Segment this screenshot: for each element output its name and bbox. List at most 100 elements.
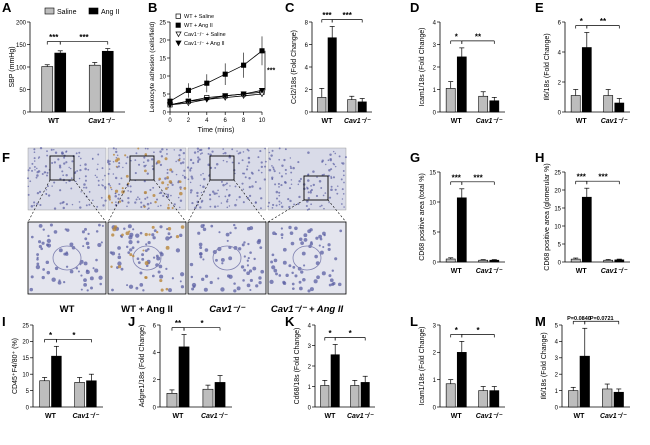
inset-box: [209, 155, 235, 181]
nucleus: [121, 200, 124, 203]
nucleus: [115, 201, 117, 204]
nucleus: [146, 172, 149, 175]
nucleus: [275, 204, 278, 207]
nucleus: [227, 194, 231, 197]
nucleus: [340, 203, 343, 205]
nucleus: [170, 194, 172, 197]
nucleus: [51, 185, 53, 187]
nucleus: [290, 183, 293, 186]
nucleus: [63, 252, 67, 256]
nucleus: [231, 148, 234, 151]
bar-angii: [101, 50, 114, 113]
bar-angii: [330, 354, 340, 408]
cd68-stain: [183, 186, 187, 190]
nucleus: [283, 158, 286, 162]
nucleus: [115, 150, 118, 154]
nucleus: [129, 248, 133, 252]
nucleus: [207, 147, 211, 150]
significance-label: ***: [267, 68, 275, 75]
bar-angii: [489, 259, 500, 263]
nucleus: [278, 274, 282, 277]
nucleus: [225, 232, 230, 237]
x-tick-label: WT: [451, 118, 463, 125]
nucleus: [181, 161, 185, 164]
nucleus: [189, 262, 194, 267]
nucleus: [166, 228, 169, 231]
nucleus: [298, 195, 301, 199]
nucleus: [149, 202, 152, 205]
nucleus: [69, 242, 74, 247]
nucleus: [46, 185, 49, 188]
significance-label: *: [72, 331, 76, 340]
cd68-stain: [125, 174, 129, 178]
nucleus: [167, 186, 169, 189]
nucleus: [120, 177, 123, 180]
nucleus: [45, 260, 50, 265]
y-tick-label: 3: [433, 43, 437, 49]
nucleus: [37, 170, 41, 173]
nucleus: [112, 147, 115, 150]
panel-letter-a: A: [2, 0, 12, 15]
nucleus: [162, 194, 165, 198]
nucleus: [152, 236, 156, 240]
nucleus: [237, 152, 240, 155]
nucleus: [260, 161, 263, 164]
cd68-stain: [143, 205, 146, 208]
cd68-stain: [175, 235, 180, 239]
y-tick-label: 2: [433, 351, 437, 357]
cd68-stain: [151, 225, 155, 229]
nucleus: [259, 246, 263, 250]
nucleus: [330, 185, 333, 188]
nucleus: [128, 240, 133, 245]
data-point: [240, 91, 247, 98]
cd68-stain: [166, 176, 169, 179]
nucleus: [342, 193, 345, 195]
nucleus: [126, 284, 129, 287]
nucleus: [87, 232, 90, 235]
nucleus: [323, 207, 325, 210]
nucleus: [202, 258, 205, 261]
legend-swatch: [44, 7, 55, 15]
nucleus: [327, 247, 331, 251]
nucleus: [226, 206, 229, 209]
cd68-stain: [179, 191, 183, 196]
nucleus: [271, 149, 274, 152]
nucleus: [209, 205, 212, 208]
nucleus: [343, 206, 345, 208]
nucleus: [164, 177, 167, 180]
nucleus: [233, 282, 236, 285]
nucleus: [157, 205, 159, 207]
glomerulus: [292, 245, 322, 271]
nucleus: [129, 232, 134, 237]
nucleus: [180, 272, 185, 277]
nucleus: [171, 183, 174, 187]
panel-letter-l: L: [410, 314, 418, 329]
nucleus: [228, 205, 231, 207]
nucleus: [92, 199, 94, 202]
nucleus: [303, 264, 306, 267]
nucleus: [289, 157, 292, 159]
nucleus: [147, 208, 149, 210]
nucleus: [46, 238, 51, 244]
nucleus: [100, 241, 103, 244]
nucleus: [243, 255, 246, 258]
nucleus: [169, 235, 173, 239]
nucleus: [109, 160, 111, 163]
nucleus: [328, 283, 332, 287]
nucleus: [65, 174, 68, 177]
significance-label: **: [175, 319, 182, 328]
cd68-stain: [128, 230, 131, 233]
nucleus: [69, 269, 74, 274]
nucleus: [242, 151, 245, 153]
nucleus: [178, 206, 181, 209]
nucleus: [42, 228, 45, 231]
significance-label: *: [49, 331, 53, 340]
nucleus: [183, 158, 185, 160]
nucleus: [215, 162, 219, 166]
y-tick-label: 100: [16, 65, 27, 71]
nucleus: [144, 197, 147, 200]
nucleus: [155, 254, 159, 258]
nucleus: [79, 164, 82, 167]
nucleus: [323, 173, 325, 176]
